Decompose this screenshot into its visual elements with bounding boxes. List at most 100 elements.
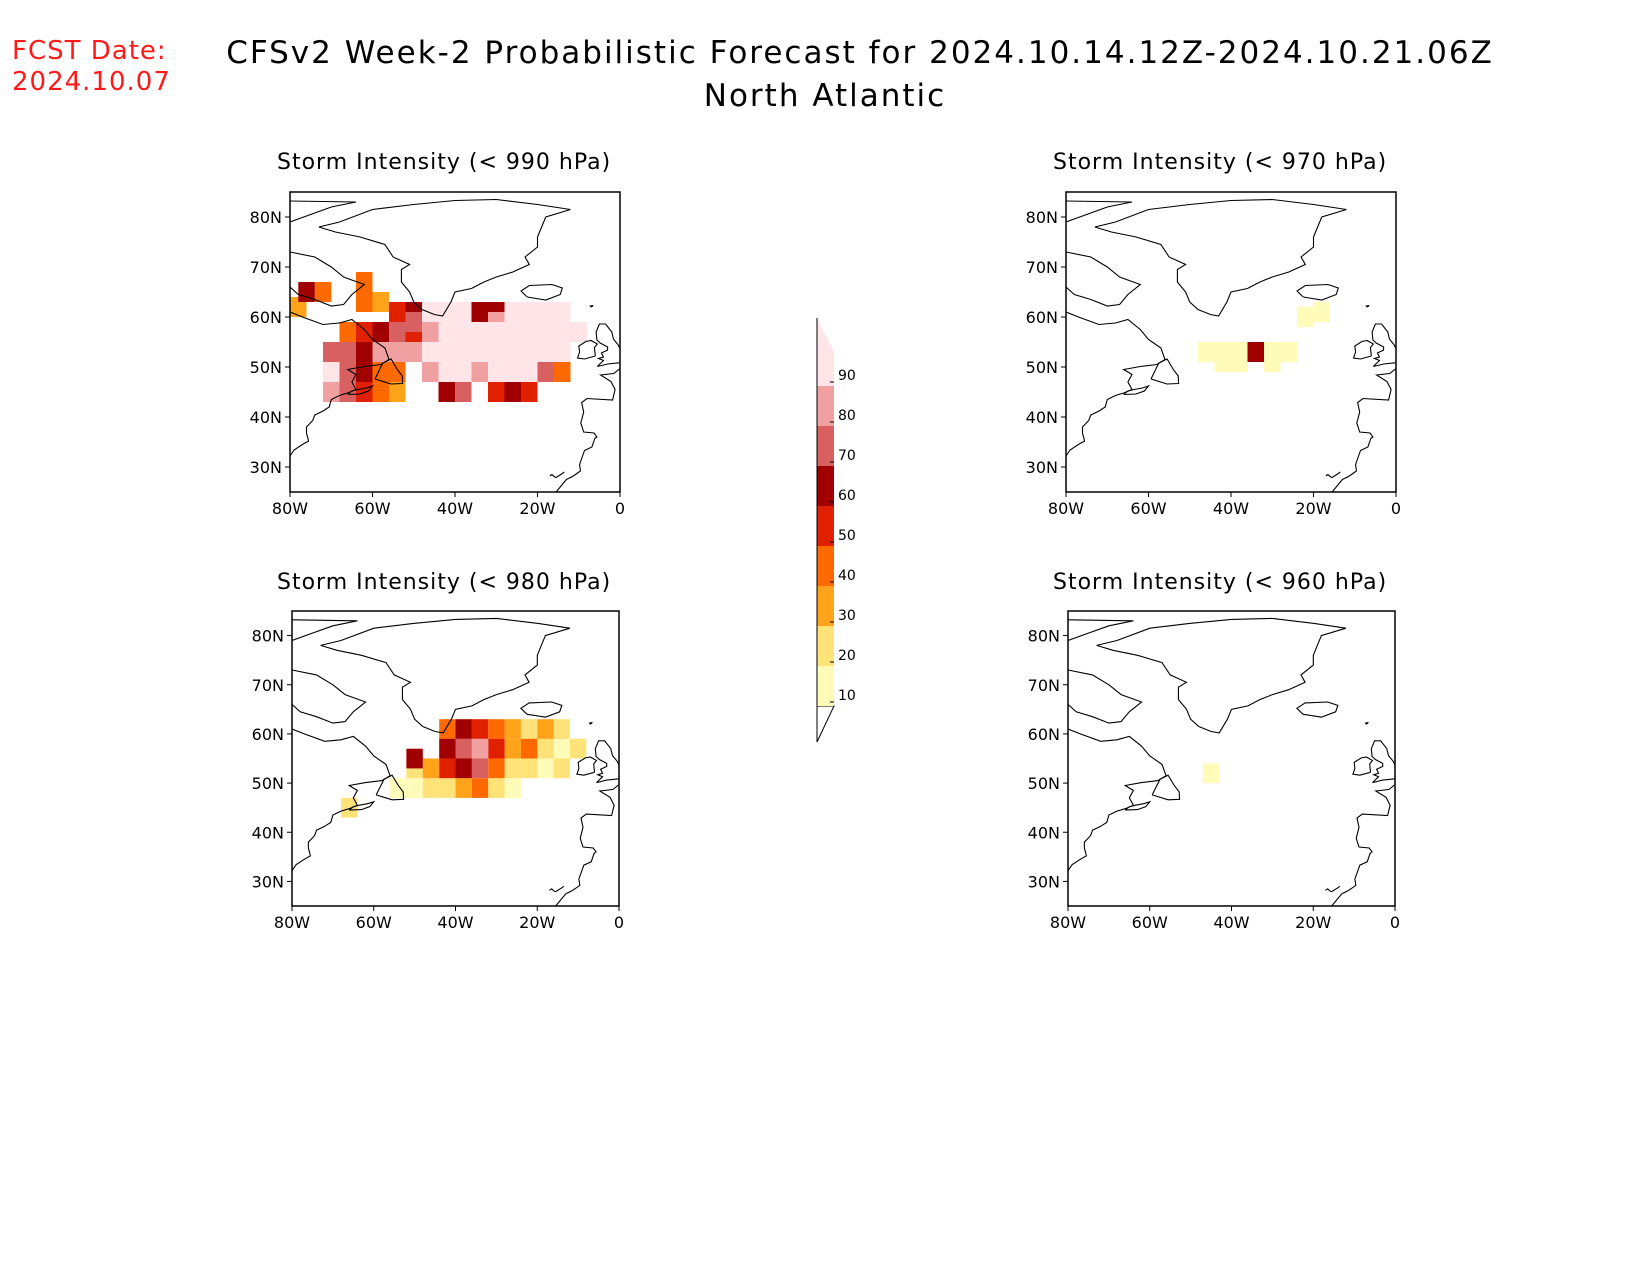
panel-title-960: Storm Intensity (< 960 hPa): [1053, 570, 1388, 595]
lat-tick-label: 70N: [250, 258, 282, 277]
probability-cell: [406, 778, 423, 798]
coastline: [1124, 800, 1152, 811]
probability-cell: [339, 342, 356, 362]
lon-tick-label: 0: [614, 913, 624, 932]
probability-cell: [389, 342, 406, 362]
coastline: [1352, 756, 1374, 776]
probability-cell: [389, 322, 406, 342]
probability-cell: [339, 322, 356, 342]
coastline: [589, 304, 594, 308]
lon-tick-label: 0: [615, 499, 625, 518]
lat-tick-label: 50N: [252, 774, 284, 793]
probability-cell: [553, 758, 570, 779]
probability-cell: [521, 362, 538, 382]
title-line-2: North Atlantic: [703, 78, 947, 114]
probability-cell: [356, 322, 373, 342]
coastline: [374, 358, 404, 385]
probability-cell: [455, 778, 472, 798]
coastline: [1370, 740, 1395, 784]
probability-cell: [488, 738, 505, 759]
lat-tick-label: 40N: [250, 408, 282, 427]
probability-cell: [405, 342, 422, 362]
probability-cell: [537, 322, 554, 342]
coastline: [375, 774, 405, 801]
lon-tick-label: 40W: [437, 913, 473, 932]
lon-tick-label: 80W: [272, 499, 308, 518]
probability-cell: [455, 382, 472, 402]
probability-cell: [422, 362, 439, 382]
lon-tick-label: 40W: [1213, 499, 1249, 518]
coastline: [549, 471, 565, 479]
coastline: [1066, 200, 1133, 223]
lat-tick-label: 30N: [252, 872, 284, 891]
coastline: [290, 311, 390, 457]
probability-cell: [488, 362, 505, 382]
lon-tick-label: 20W: [519, 499, 555, 518]
coastline: [576, 339, 599, 360]
probability-cell: [339, 382, 356, 402]
colorbar: 10 20 30 40 50 60 70 80 90: [816, 318, 856, 743]
lat-tick-label: 70N: [1026, 258, 1058, 277]
lat-tick-label: 30N: [1028, 872, 1060, 891]
lon-tick-label: 20W: [1295, 913, 1331, 932]
probability-cell: [422, 302, 439, 322]
probability-cell: [471, 362, 488, 382]
map-panel-990: 80W 60W 40W 20W 0 80N 70N 60N 50N 40N 30N: [250, 191, 625, 518]
probability-cell: [537, 719, 554, 739]
probability-cell: [488, 382, 505, 402]
probability-cell: [504, 758, 521, 779]
probability-cell: [1247, 342, 1264, 362]
probability-cell: [570, 322, 587, 342]
probability-cell: [439, 758, 456, 779]
coastline: [1150, 358, 1180, 385]
lat-tick-label: 70N: [252, 676, 284, 695]
probability-cell: [488, 342, 505, 362]
probability-cell: [569, 738, 587, 759]
probability-cell: [488, 719, 505, 739]
probability-cell: [521, 342, 538, 362]
coastline: [1325, 471, 1341, 479]
probability-cell: [520, 758, 538, 779]
probability-cell: [488, 758, 505, 779]
lat-tick-label: 60N: [252, 725, 284, 744]
map-panel-970: 80W 60W 40W 20W 0 80N 70N 60N 50N 40N 30N: [1026, 191, 1401, 518]
colorbar-label: 70: [838, 448, 856, 464]
probability-cell: [422, 778, 440, 798]
lon-tick-label: 60W: [356, 913, 392, 932]
colorbar-label: 10: [838, 688, 856, 704]
probability-cell: [1198, 342, 1215, 362]
lat-tick-label: 50N: [1028, 774, 1060, 793]
lat-tick-label: 40N: [1028, 823, 1060, 842]
probability-cell: [488, 322, 505, 342]
lon-tick-label: 80W: [274, 913, 310, 932]
probability-cell: [438, 322, 455, 342]
probability-cell: [372, 292, 389, 312]
probability-cell: [521, 302, 538, 322]
colorbar-segment: [817, 586, 834, 626]
probability-cell: [504, 342, 521, 362]
coastline: [1331, 784, 1395, 906]
lon-tick-label: 20W: [1295, 499, 1331, 518]
probability-cell: [1264, 352, 1281, 372]
coastline: [348, 800, 376, 811]
coastline: [520, 701, 563, 718]
probability-cell: [537, 758, 554, 779]
coastline: [1331, 368, 1396, 492]
colorbar-label: 60: [838, 488, 856, 504]
coastline: [576, 756, 598, 776]
probability-cell: [389, 362, 406, 382]
colorbar-segment: [817, 466, 834, 506]
lon-tick-label: 60W: [1130, 499, 1166, 518]
probability-cell: [439, 778, 456, 798]
lat-tick-label: 60N: [1026, 308, 1058, 327]
coastline: [1094, 198, 1347, 317]
title-line-1: CFSv2 Week-2 Probabilistic Forecast for …: [226, 35, 1494, 71]
probability-cell: [339, 362, 356, 382]
lat-tick-label: 80N: [1028, 627, 1060, 646]
probability-cell: [422, 342, 439, 362]
colorbar-segment: [817, 318, 834, 386]
colorbar-label: 30: [838, 608, 856, 624]
lat-tick-label: 50N: [250, 358, 282, 377]
probability-cell: [471, 758, 489, 779]
probability-cell: [438, 362, 455, 382]
